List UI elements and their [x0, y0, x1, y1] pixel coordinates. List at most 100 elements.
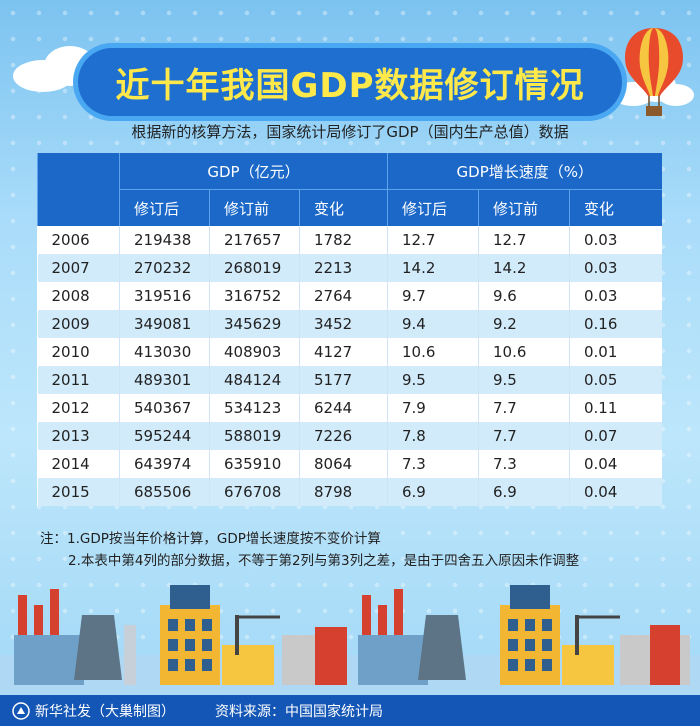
title-banner: 近十年我国GDP数据修订情况: [78, 48, 622, 116]
value-cell: 0.04: [568, 478, 662, 506]
value-cell: 10.6: [387, 338, 479, 366]
column-header: 变化: [299, 189, 388, 226]
value-cell: 685506: [119, 478, 210, 506]
value-cell: 345629: [209, 310, 300, 338]
xinhua-logo-icon: [12, 701, 30, 720]
value-cell: 7.7: [478, 394, 570, 422]
year-header-cell: [37, 153, 120, 226]
value-cell: 9.2: [478, 310, 570, 338]
year-cell: 2013: [37, 422, 120, 450]
value-cell: 489301: [119, 366, 210, 394]
value-cell: 413030: [119, 338, 210, 366]
value-cell: 635910: [209, 450, 300, 478]
value-cell: 7.8: [387, 422, 479, 450]
value-cell: 319516: [119, 282, 210, 310]
column-header: 修订前: [209, 189, 300, 226]
value-cell: 7.7: [478, 422, 570, 450]
value-cell: 0.16: [568, 310, 662, 338]
table-row: 2007 270232 268019 2213 14.2 14.2 0.03: [37, 254, 662, 282]
column-header: 修订后: [119, 189, 210, 226]
value-cell: 8798: [299, 478, 388, 506]
year-cell: 2012: [37, 394, 120, 422]
table-row: 2006 219438 217657 1782 12.7 12.7 0.03: [37, 226, 662, 254]
column-header: 修订后: [387, 189, 479, 226]
value-cell: 9.4: [387, 310, 479, 338]
value-cell: 0.05: [568, 366, 662, 394]
value-cell: 14.2: [387, 254, 479, 282]
table-row: 2013 595244 588019 7226 7.8 7.7 0.07: [37, 422, 662, 450]
value-cell: 2764: [299, 282, 388, 310]
value-cell: 7226: [299, 422, 388, 450]
value-cell: 349081: [119, 310, 210, 338]
hot-air-balloon-icon: [625, 28, 683, 116]
page-title: 近十年我国GDP数据修订情况: [115, 65, 585, 106]
year-cell: 2009: [37, 310, 120, 338]
year-cell: 2010: [37, 338, 120, 366]
year-cell: 2008: [37, 282, 120, 310]
value-cell: 643974: [119, 450, 210, 478]
year-cell: 2007: [37, 254, 120, 282]
value-cell: 9.5: [478, 366, 570, 394]
value-cell: 6.9: [387, 478, 479, 506]
value-cell: 0.03: [568, 282, 662, 310]
value-cell: 14.2: [478, 254, 570, 282]
value-cell: 0.07: [568, 422, 662, 450]
notes: 注：1.GDP按当年价格计算，GDP增长速度按不变价计算 2.本表中第4列的部分…: [40, 528, 579, 572]
value-cell: 588019: [209, 422, 300, 450]
year-cell: 2006: [37, 226, 120, 254]
value-cell: 0.11: [568, 394, 662, 422]
subtitle: 根据新的核算方法，国家统计局修订了GDP（国内生产总值）数据: [131, 123, 569, 141]
gdp-revision-table: GDP（亿元） GDP增长速度（%） 修订后 修订前 变化 修订后 修订前 变化…: [37, 153, 662, 506]
footer-bar: 新华社发（大巢制图） 资料来源：中国国家统计局: [0, 695, 700, 726]
value-cell: 217657: [209, 226, 300, 254]
value-cell: 7.9: [387, 394, 479, 422]
gdp-group-header: GDP（亿元）: [119, 153, 388, 190]
footer-source: 资料来源：中国国家统计局: [215, 703, 383, 720]
value-cell: 270232: [119, 254, 210, 282]
value-cell: 676708: [209, 478, 300, 506]
value-cell: 2213: [299, 254, 388, 282]
table-row: 2015 685506 676708 8798 6.9 6.9 0.04: [37, 478, 662, 506]
column-header: 修订前: [478, 189, 570, 226]
value-cell: 6244: [299, 394, 388, 422]
table-row: 2010 413030 408903 4127 10.6 10.6 0.01: [37, 338, 662, 366]
column-header: 变化: [568, 189, 662, 226]
value-cell: 0.03: [568, 226, 662, 254]
value-cell: 268019: [209, 254, 300, 282]
value-cell: 10.6: [478, 338, 570, 366]
value-cell: 9.5: [387, 366, 479, 394]
year-cell: 2011: [37, 366, 120, 394]
value-cell: 534123: [209, 394, 300, 422]
value-cell: 316752: [209, 282, 300, 310]
value-cell: 1782: [299, 226, 388, 254]
table-body: 2006 219438 217657 1782 12.7 12.7 0.03 2007 2702…: [37, 226, 662, 506]
value-cell: 4127: [299, 338, 388, 366]
table-row: 2012 540367 534123 6244 7.9 7.7 0.11: [37, 394, 662, 422]
value-cell: 12.7: [478, 226, 570, 254]
value-cell: 3452: [299, 310, 388, 338]
value-cell: 6.9: [478, 478, 570, 506]
value-cell: 9.7: [387, 282, 479, 310]
value-cell: 540367: [119, 394, 210, 422]
value-cell: 0.01: [568, 338, 662, 366]
city-skyline-illustration: [0, 585, 700, 695]
value-cell: 0.04: [568, 450, 662, 478]
value-cell: 484124: [209, 366, 300, 394]
value-cell: 7.3: [478, 450, 570, 478]
value-cell: 8064: [299, 450, 388, 478]
value-cell: 219438: [119, 226, 210, 254]
note-1: 注：1.GDP按当年价格计算，GDP增长速度按不变价计算: [40, 531, 381, 547]
value-cell: 408903: [209, 338, 300, 366]
year-cell: 2014: [37, 450, 120, 478]
value-cell: 0.03: [568, 254, 662, 282]
footer-credit: 新华社发（大巢制图）: [35, 703, 175, 720]
table-row: 2008 319516 316752 2764 9.7 9.6 0.03: [37, 282, 662, 310]
value-cell: 9.6: [478, 282, 570, 310]
note-2: 2.本表中第4列的部分数据，不等于第2列与第3列之差，是由于四舍五入原因未作调整: [68, 553, 580, 569]
table-row: 2009 349081 345629 3452 9.4 9.2 0.16: [37, 310, 662, 338]
value-cell: 12.7: [387, 226, 479, 254]
growth-group-header: GDP增长速度（%）: [386, 153, 662, 190]
table-row: 2014 643974 635910 8064 7.3 7.3 0.04: [37, 450, 662, 478]
table-row: 2011 489301 484124 5177 9.5 9.5 0.05: [37, 366, 662, 394]
year-cell: 2015: [37, 478, 120, 506]
